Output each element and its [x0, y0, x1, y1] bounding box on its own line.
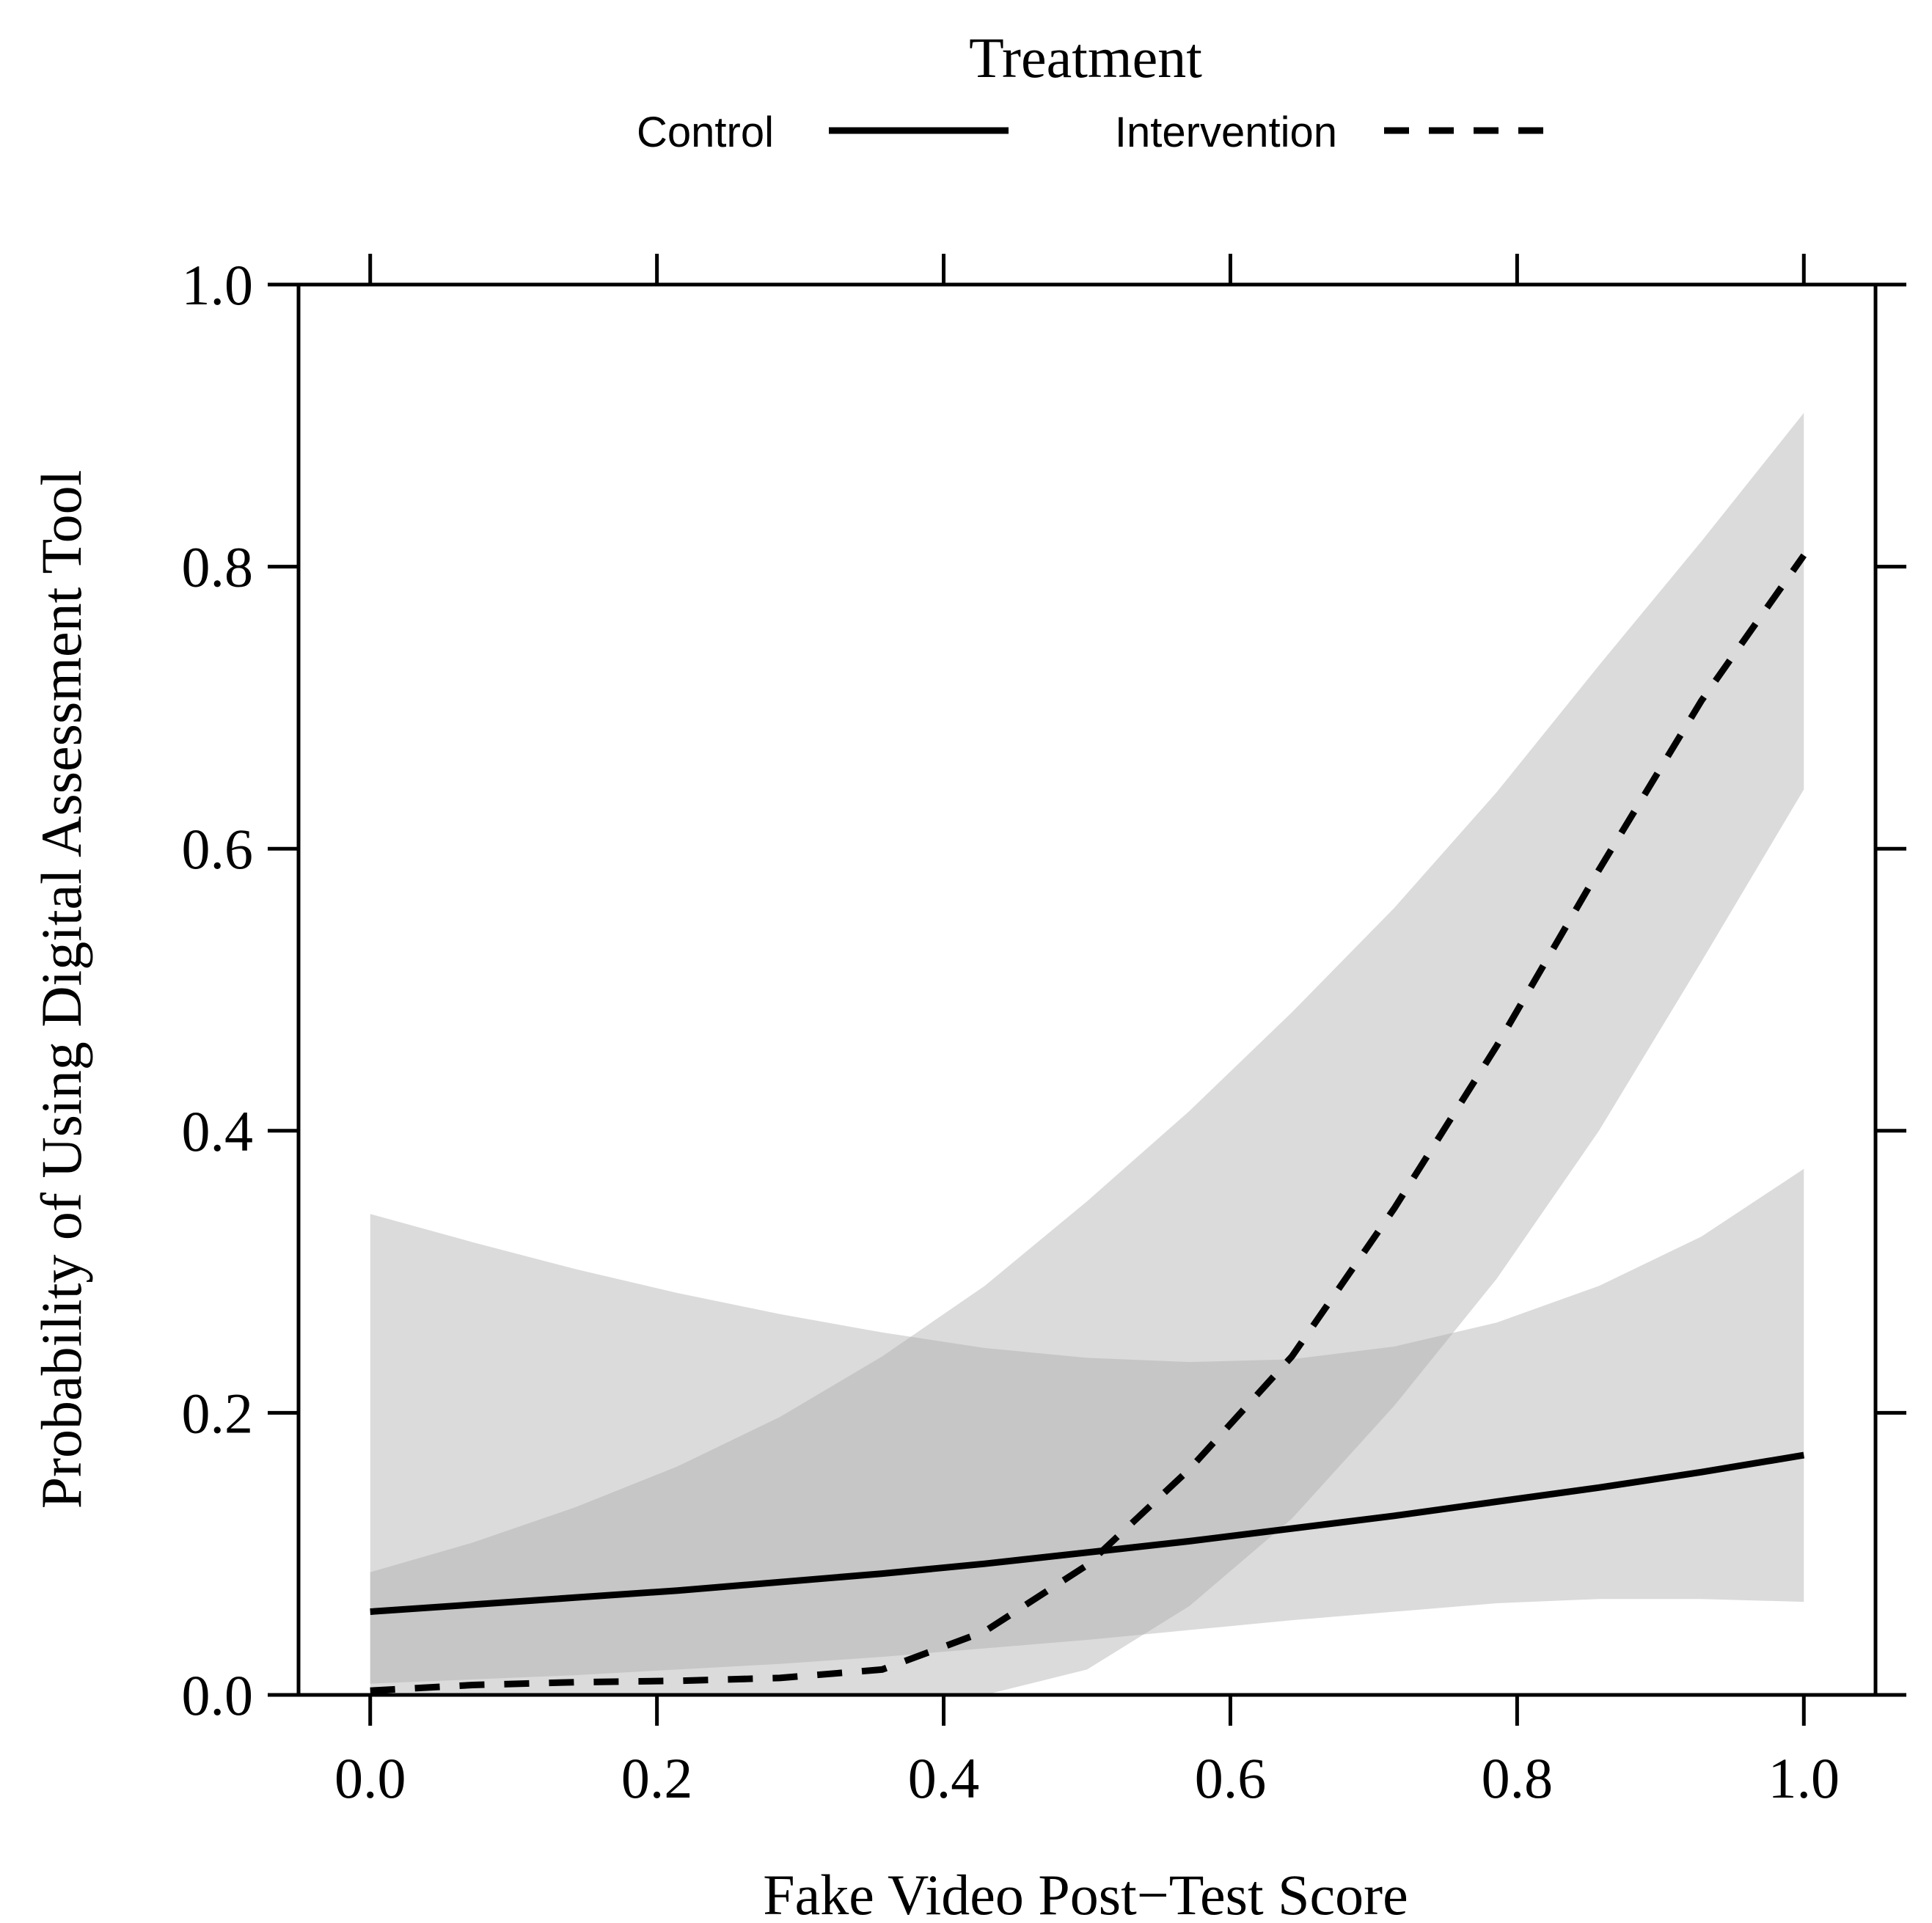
y-tick-label: 0.6 — [182, 817, 254, 881]
y-tick-label: 0.8 — [182, 535, 254, 599]
x-axis: 0.0 0.2 0.4 0.6 0.8 1.0 — [334, 254, 1840, 1810]
y-tick-label: 0.2 — [182, 1381, 254, 1445]
x-tick-label: 0.8 — [1482, 1746, 1554, 1810]
legend-title: Treatment — [969, 26, 1202, 89]
plot-frame — [296, 282, 1878, 1697]
y-tick-label: 1.0 — [182, 253, 254, 317]
confidence-band-control — [370, 1168, 1804, 1684]
x-tick-label: 0.0 — [334, 1746, 406, 1810]
y-axis: 0.0 0.2 0.4 0.6 0.8 1.0 — [182, 253, 1906, 1727]
y-tick-label: 0.4 — [182, 1099, 254, 1163]
x-axis-label: Fake Video Post−Test Score — [763, 1863, 1408, 1923]
series-line-intervention — [370, 553, 1807, 1694]
x-tick-label: 0.6 — [1195, 1746, 1267, 1810]
confidence-bands — [370, 412, 1804, 1696]
legend-label-control: Control — [637, 109, 774, 156]
legend-label-intervention: Intervention — [1115, 109, 1337, 156]
y-tick-label: 0.0 — [182, 1663, 254, 1727]
legend: Treatment Control Intervention — [637, 26, 1562, 156]
y-axis-label: Probability of Using Digital Assessment … — [29, 470, 93, 1509]
confidence-band-intervention — [370, 412, 1804, 1696]
series-line-control — [370, 1451, 1805, 1615]
series-lines — [370, 553, 1807, 1694]
x-tick-label: 0.2 — [621, 1746, 693, 1810]
x-tick-label: 1.0 — [1768, 1746, 1840, 1810]
x-tick-label: 0.4 — [908, 1746, 980, 1810]
